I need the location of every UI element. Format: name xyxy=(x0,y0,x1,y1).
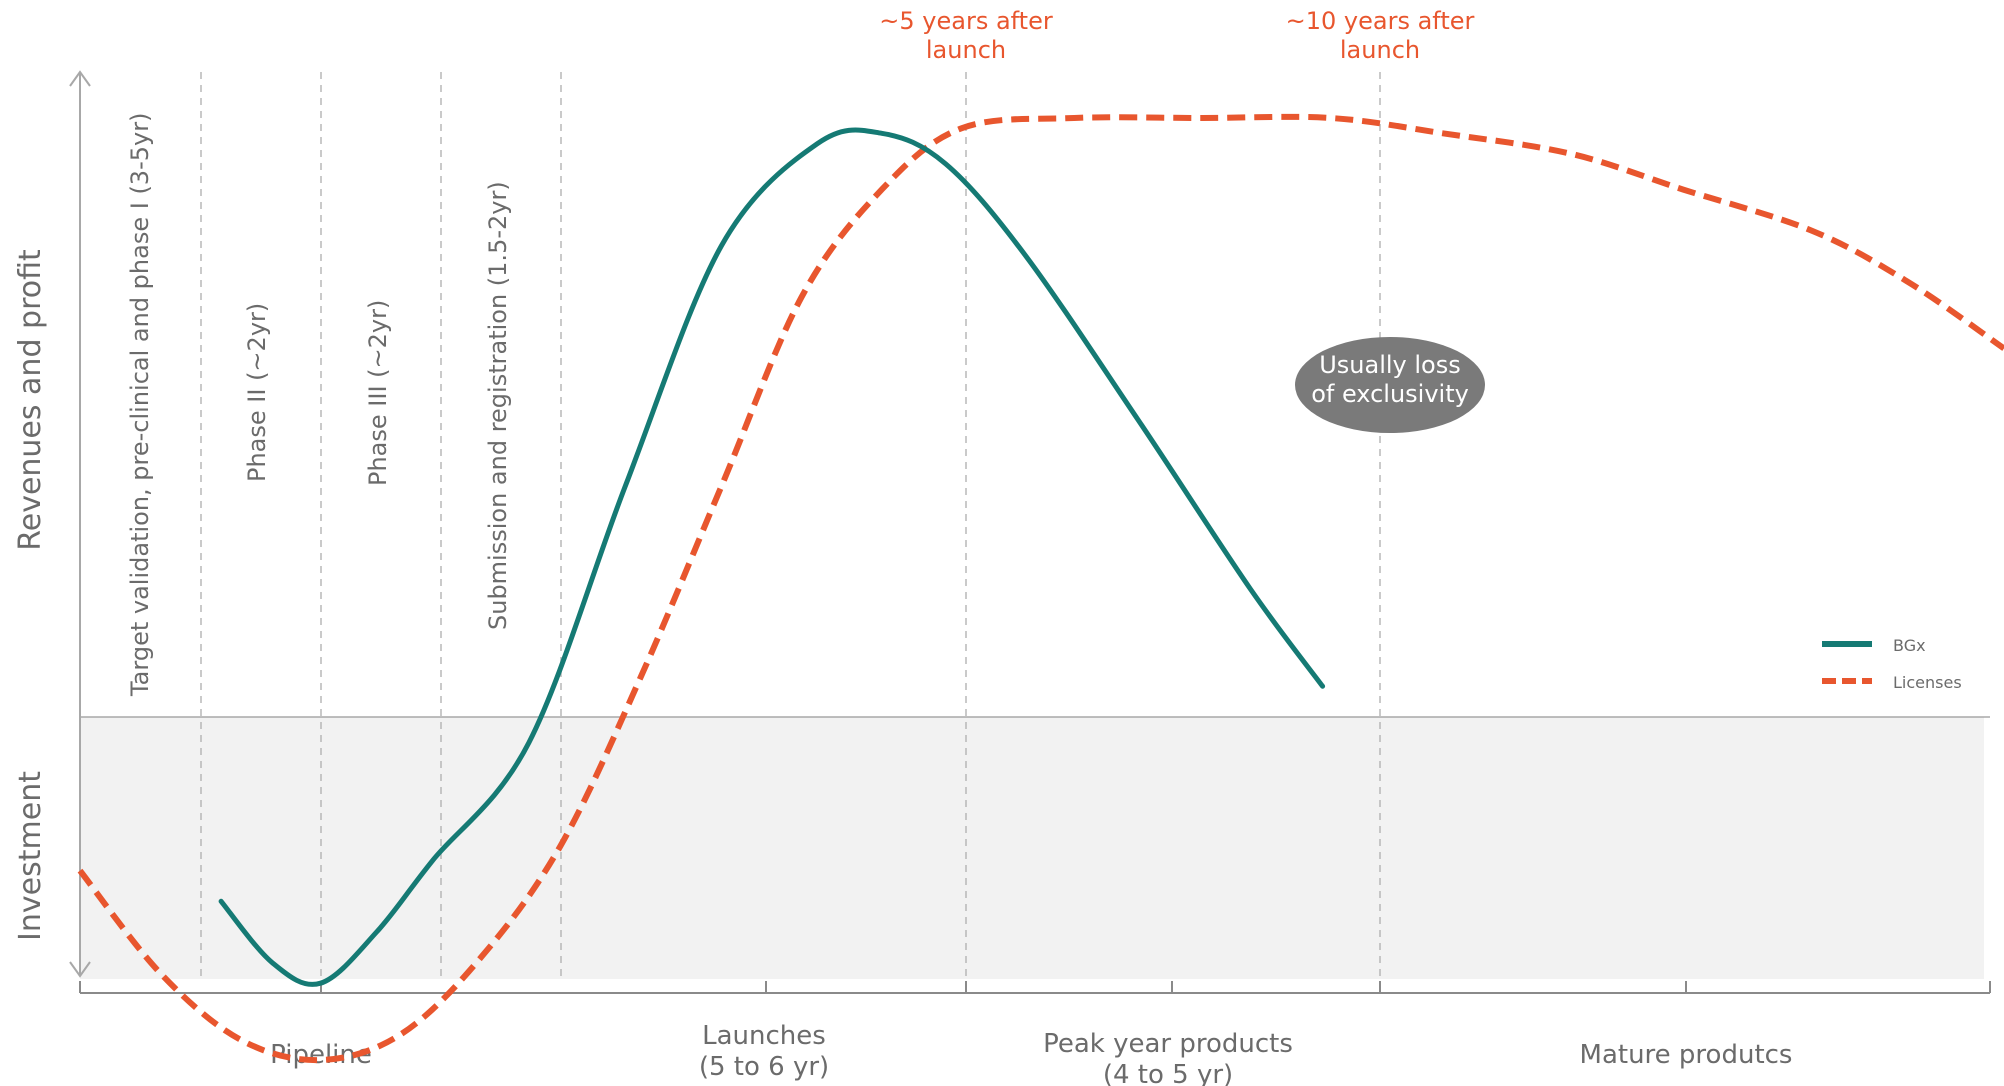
series-line-licenses xyxy=(77,113,2004,1064)
series-line-bgx xyxy=(218,127,1326,987)
bubble-text: Usually loss of exclusivity xyxy=(1311,351,1469,408)
loss-of-exclusivity-bubble: Usually loss of exclusivity xyxy=(1295,337,1485,433)
annotation-5-years: ~5 years after launch xyxy=(879,7,1053,64)
annotation-10-years: ~10 years after launch xyxy=(1286,7,1475,64)
phase-label-target-validation: Target validation, pre-clinical and phas… xyxy=(126,113,154,697)
phase-label-submission: Submission and registration (1.5-2yr) xyxy=(484,181,512,630)
investment-band xyxy=(80,717,1984,979)
phase-label-phase-2: Phase II (~2yr) xyxy=(243,303,271,482)
x-category-launches: Launches (5 to 6 yr) xyxy=(699,1021,829,1082)
y-axis xyxy=(69,70,91,978)
phase-label-phase-3: Phase III (~2yr) xyxy=(364,300,392,486)
y-label-upper: Revenues and profit xyxy=(13,249,48,551)
x-axis xyxy=(79,981,1991,994)
y-label-lower: Investment xyxy=(13,771,48,941)
legend-label-bgx: BGx xyxy=(1893,636,1926,655)
x-category-peak-year: Peak year products (4 to 5 yr) xyxy=(1043,1029,1293,1086)
legend-label-licenses: Licenses xyxy=(1893,673,1962,692)
legend: BGx Licenses xyxy=(1822,636,1962,692)
x-category-mature: Mature produtcs xyxy=(1580,1040,1793,1070)
phase-dividers xyxy=(200,72,1381,980)
